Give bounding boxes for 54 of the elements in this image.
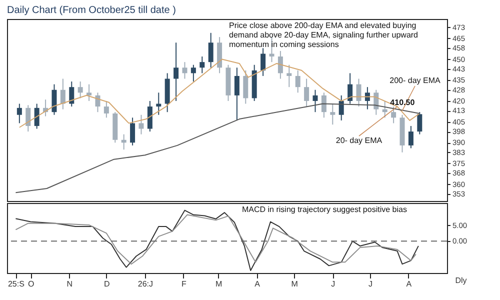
text: Dly (455, 276, 467, 285)
annotation: 200- day EMA (390, 76, 442, 85)
candlestick (364, 86, 370, 110)
candlestick (295, 70, 300, 94)
line-series (15, 214, 416, 265)
candlestick (60, 78, 66, 110)
candlestick (312, 89, 318, 113)
candlestick (348, 72, 353, 104)
candlestick (338, 94, 344, 121)
x-tick-label: M (215, 280, 222, 288)
candlestick (286, 64, 292, 88)
candlestick (138, 114, 144, 135)
candlestick (86, 84, 92, 102)
candlestick (208, 32, 214, 68)
candlestick (234, 67, 240, 121)
x-tick-label: M (291, 280, 298, 288)
annotation: MACD in rising trajectory suggest positive bias (242, 205, 407, 214)
x-tick-label: 26:J (138, 280, 154, 288)
candlestick (52, 84, 57, 116)
candlestick (260, 48, 266, 76)
candlestick (130, 117, 136, 146)
x-tick-label: A (406, 280, 412, 288)
candlestick (417, 112, 422, 135)
candlestick (243, 70, 248, 104)
x-tick-label: 25:S (8, 280, 24, 288)
candlestick (330, 103, 336, 126)
candlestick (69, 81, 74, 108)
x-tick-label: O (28, 280, 34, 288)
candlestick (26, 104, 31, 132)
x-tick-label: J (331, 280, 336, 288)
candlestick (182, 62, 188, 80)
candlestick (156, 92, 162, 116)
x-tick-label: D (104, 280, 110, 288)
candlestick (190, 64, 196, 82)
candlestick (200, 56, 205, 74)
x-tick-label: A (254, 280, 261, 288)
x-tick-label: F (182, 280, 187, 288)
x-tick-label: N (66, 280, 73, 288)
x-tick-label: J (368, 280, 372, 288)
candlestick (104, 100, 109, 118)
candlestick (321, 92, 326, 118)
annotation: 20- day EMA (336, 136, 383, 145)
annotation: Price close above 200-day EMA and elevated buying demand above 20-day EMA, signaling further upward momentum in coming sessions (229, 21, 418, 49)
candlestick (278, 50, 283, 80)
candlestick (147, 100, 152, 132)
candlestick (356, 78, 362, 108)
candlestick (304, 78, 310, 108)
chart-title: Daily Chart (From October25 till date ) (7, 5, 176, 16)
candlestick (16, 103, 22, 124)
candlestick (78, 81, 83, 99)
candlestick (174, 42, 179, 102)
candlestick (408, 125, 414, 149)
candlestick (391, 106, 396, 124)
candlestick (34, 103, 40, 130)
